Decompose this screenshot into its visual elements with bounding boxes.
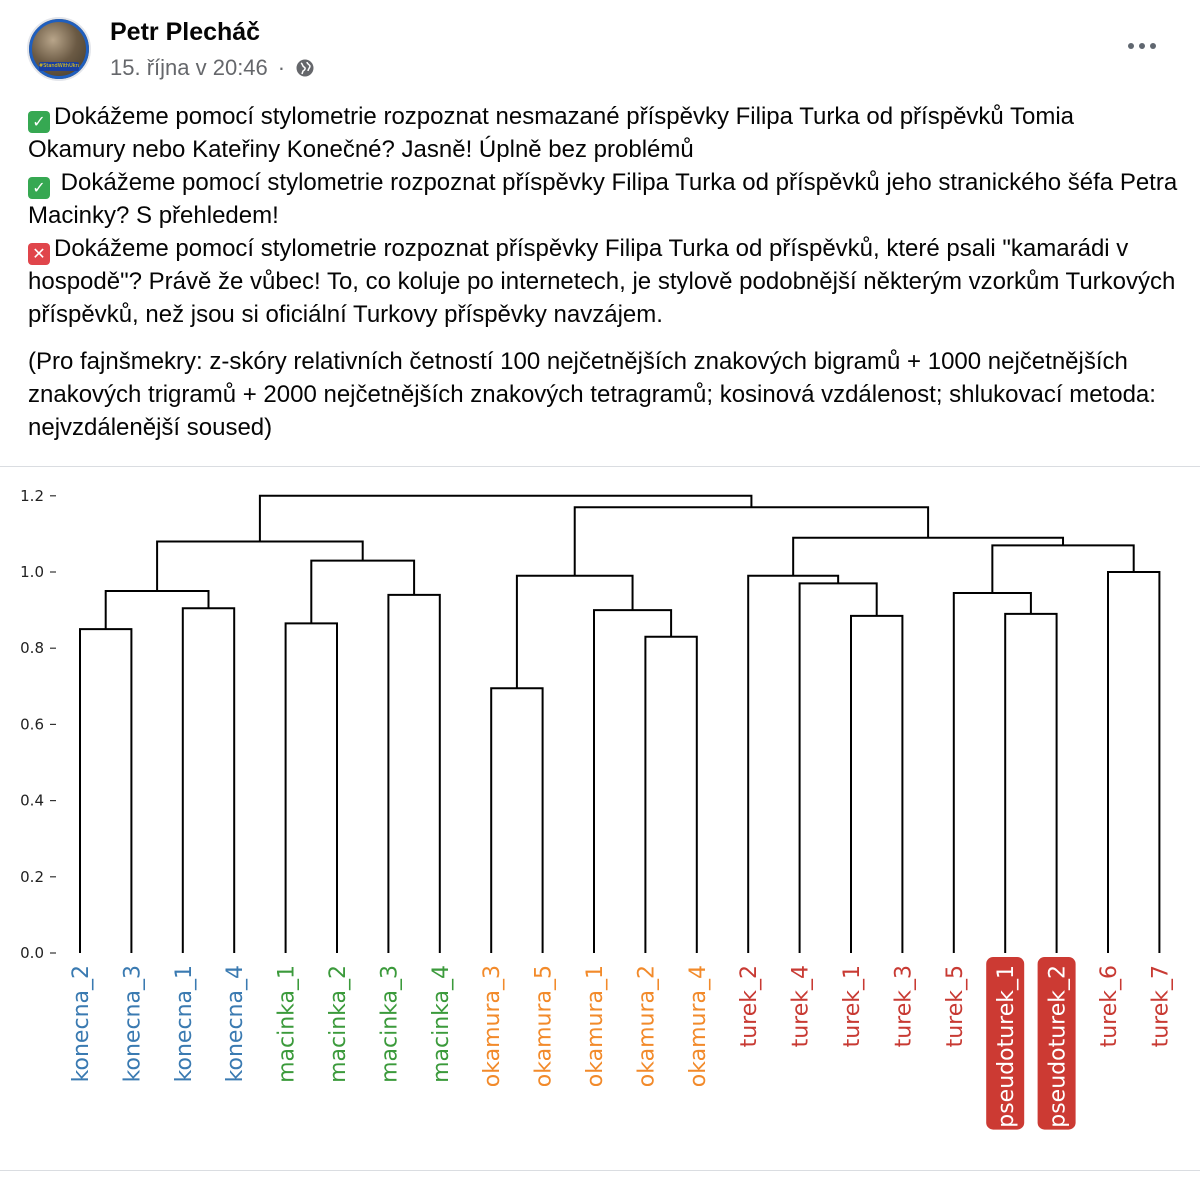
divider xyxy=(0,466,1200,467)
check-emoji-icon: ✓ xyxy=(28,177,50,199)
avatar[interactable]: #StandWithUkraine xyxy=(27,17,91,81)
y-tick-label: 0.6 xyxy=(20,715,44,733)
dendrogram-link xyxy=(644,635,698,953)
y-tick-label: 1.2 xyxy=(20,487,44,505)
dendrogram-link xyxy=(490,687,544,953)
leaf-label: konecna_1 xyxy=(172,965,197,1082)
leaf-label: konecna_4 xyxy=(223,965,248,1082)
post-note: (Pro fajnšmekry: z-skóry relativních čet… xyxy=(28,348,1156,441)
dendrogram-link xyxy=(593,609,673,953)
dendrogram-link xyxy=(798,582,878,953)
dendrogram-link xyxy=(573,506,930,576)
dendrogram-link xyxy=(1107,571,1161,953)
more-options-icon[interactable] xyxy=(1124,34,1160,58)
dendrogram-link xyxy=(991,544,1135,593)
dendrogram-link xyxy=(515,574,634,689)
post-line-2: ✓ Dokážeme pomocí stylometrie rozpoznat … xyxy=(28,166,1178,232)
dendrogram-link xyxy=(1004,612,1058,953)
meta-separator: · xyxy=(277,55,286,80)
dendrogram-link xyxy=(952,591,1032,953)
dendrogram-link xyxy=(850,614,904,953)
avatar-badge: #StandWithUkraine xyxy=(39,62,79,71)
dendrogram-link xyxy=(79,628,133,953)
leaf-label: turek_7 xyxy=(1148,965,1173,1047)
leaf-label: okamura_1 xyxy=(583,965,608,1087)
dendrogram-link xyxy=(104,590,210,630)
leaf-label: turek_3 xyxy=(891,965,916,1047)
dendrogram-link xyxy=(181,607,236,953)
leaf-label-highlight xyxy=(986,957,1025,1130)
leaf-label: okamura_4 xyxy=(686,965,711,1087)
dendrogram-chart: 0.0 0.2 0.4 0.6 0.8 1.0 1.2 konecna_2 konecna_3 k… xyxy=(20,487,1173,1130)
globe-icon[interactable] xyxy=(295,58,315,78)
author-name[interactable]: Petr Plecháč xyxy=(110,18,261,46)
post-line-3: ✕ Dokážeme pomocí stylometrie rozpoznat p… xyxy=(28,232,1178,331)
dendrogram-image[interactable]: 0.0 0.2 0.4 0.6 0.8 1.0 1.2 konecna_2 konecna_3 k… xyxy=(0,467,1200,1170)
leaf-label: turek_1 xyxy=(840,965,865,1047)
y-tick-label: 1.0 xyxy=(20,563,44,581)
dendrogram-link xyxy=(258,494,753,542)
leaf-label: turek_6 xyxy=(1097,965,1122,1047)
post-line-1-text: Dokážeme pomocí stylometrie rozpoznat ne… xyxy=(28,103,1075,163)
y-tick-label: 0.4 xyxy=(20,792,44,810)
leaf-label: konecna_2 xyxy=(69,965,94,1082)
leaf-label-highlight xyxy=(1037,957,1076,1130)
leaf-label: pseudoturek_2 xyxy=(1046,965,1071,1128)
post-line-3-text: Dokážeme pomocí stylometrie rozpoznat př… xyxy=(28,235,1176,328)
leaf-label: macinka_1 xyxy=(275,965,300,1083)
leaf-label: turek_4 xyxy=(789,965,814,1047)
leaf-label: okamura_3 xyxy=(480,965,505,1087)
post-line-2-text: Dokážeme pomocí stylometrie rozpoznat př… xyxy=(28,169,1178,229)
leaf-label: okamura_2 xyxy=(634,965,659,1087)
cross-emoji-icon: ✕ xyxy=(28,243,50,265)
leaf-label: pseudoturek_1 xyxy=(994,965,1019,1128)
y-tick-label: 0.8 xyxy=(20,639,44,657)
leaf-label: turek_5 xyxy=(943,965,968,1047)
y-tick-label: 0.2 xyxy=(20,868,44,886)
check-emoji-icon: ✓ xyxy=(28,111,50,133)
post-text: ✓ Dokážeme pomocí stylometrie rozpoznat n… xyxy=(28,100,1178,444)
post-timestamp[interactable]: 15. října v 20:46 xyxy=(110,55,268,80)
leaf-label: macinka_2 xyxy=(326,965,351,1083)
leaf-label: turek_2 xyxy=(737,965,762,1047)
dendrogram-link xyxy=(792,536,1065,576)
dendrogram-link xyxy=(747,574,840,953)
y-tick-label: 0.0 xyxy=(20,944,44,962)
leaf-label: konecna_3 xyxy=(120,965,145,1082)
leaf-label: macinka_4 xyxy=(429,965,454,1083)
dendrogram-link xyxy=(284,622,338,953)
divider xyxy=(0,1170,1200,1171)
leaf-label: macinka_3 xyxy=(377,965,402,1083)
post-meta: 15. října v 20:46 · xyxy=(110,55,315,81)
post-line-1: ✓ Dokážeme pomocí stylometrie rozpoznat n… xyxy=(28,100,1178,166)
avatar-frame xyxy=(29,19,89,79)
dendrogram-link xyxy=(387,593,441,953)
leaf-label: okamura_5 xyxy=(532,965,557,1087)
dendrogram-link xyxy=(310,559,416,624)
dendrogram-link xyxy=(156,540,364,592)
